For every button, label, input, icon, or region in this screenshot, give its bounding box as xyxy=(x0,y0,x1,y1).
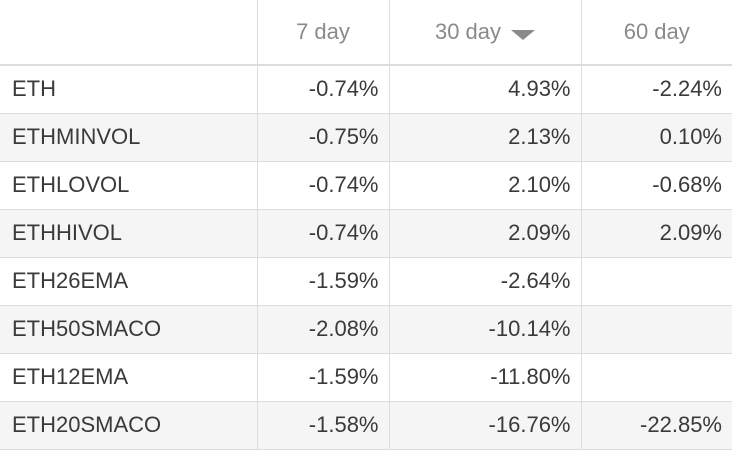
cell-7-day: -2.08% xyxy=(256,304,390,354)
table-row[interactable]: ETHHIVOL -0.74% 2.09% 2.09% xyxy=(0,208,732,258)
cell-30-day: 4.93% xyxy=(388,64,582,114)
header-row: 7 day 30 day 60 day xyxy=(0,0,732,66)
row-name-cell: ETHLOVOL xyxy=(0,160,258,210)
cell-60-day: 2.09% xyxy=(580,208,732,258)
row-name-cell: ETHMINVOL xyxy=(0,112,258,162)
table-row[interactable]: ETHMINVOL -0.75% 2.13% 0.10% xyxy=(0,112,732,162)
cell-60-day: -2.24% xyxy=(580,64,732,114)
cell-60-day xyxy=(580,352,732,402)
row-name-cell: ETHHIVOL xyxy=(0,208,258,258)
cell-7-day: -0.75% xyxy=(256,112,390,162)
cell-60-day: -22.85% xyxy=(580,400,732,450)
cell-60-day: 0.10% xyxy=(580,112,732,162)
column-header-label: 7 day xyxy=(296,19,350,44)
cell-7-day: -0.74% xyxy=(256,208,390,258)
table-row[interactable]: ETH26EMA -1.59% -2.64% xyxy=(0,256,732,306)
column-header-30-day[interactable]: 30 day xyxy=(388,0,582,66)
performance-table: 7 day 30 day 60 day ETH -0.74% 4.93% -2.24%… xyxy=(0,0,732,450)
cell-30-day: -11.80% xyxy=(388,352,582,402)
table-row[interactable]: ETH50SMACO -2.08% -10.14% xyxy=(0,304,732,354)
row-name-cell: ETH26EMA xyxy=(0,256,258,306)
row-name-cell: ETH12EMA xyxy=(0,352,258,402)
cell-60-day xyxy=(580,304,732,354)
cell-30-day: -10.14% xyxy=(388,304,582,354)
column-header-60-day[interactable]: 60 day xyxy=(580,0,732,66)
cell-7-day: -1.59% xyxy=(256,256,390,306)
cell-7-day: -0.74% xyxy=(256,64,390,114)
column-header-label: 60 day xyxy=(623,19,690,44)
cell-30-day: -16.76% xyxy=(388,400,582,450)
cell-60-day: -0.68% xyxy=(580,160,732,210)
cell-30-day: -2.64% xyxy=(388,256,582,306)
table-row[interactable]: ETH20SMACO -1.58% -16.76% -22.85% xyxy=(0,400,732,450)
table-row[interactable]: ETHLOVOL -0.74% 2.10% -0.68% xyxy=(0,160,732,210)
cell-7-day: -0.74% xyxy=(256,160,390,210)
table-row[interactable]: ETH12EMA -1.59% -11.80% xyxy=(0,352,732,402)
cell-7-day: -1.59% xyxy=(256,352,390,402)
row-name-cell: ETH50SMACO xyxy=(0,304,258,354)
header-corner xyxy=(0,0,258,66)
row-name-cell: ETH20SMACO xyxy=(0,400,258,450)
row-name-cell: ETH xyxy=(0,64,258,114)
cell-7-day: -1.58% xyxy=(256,400,390,450)
cell-30-day: 2.09% xyxy=(388,208,582,258)
column-header-7-day[interactable]: 7 day xyxy=(256,0,390,66)
column-header-label: 30 day xyxy=(434,19,502,44)
cell-30-day: 2.10% xyxy=(388,160,582,210)
table-row[interactable]: ETH -0.74% 4.93% -2.24% xyxy=(0,64,732,114)
cell-60-day xyxy=(580,256,732,306)
caret-down-icon xyxy=(511,30,536,41)
cell-30-day: 2.13% xyxy=(388,112,582,162)
